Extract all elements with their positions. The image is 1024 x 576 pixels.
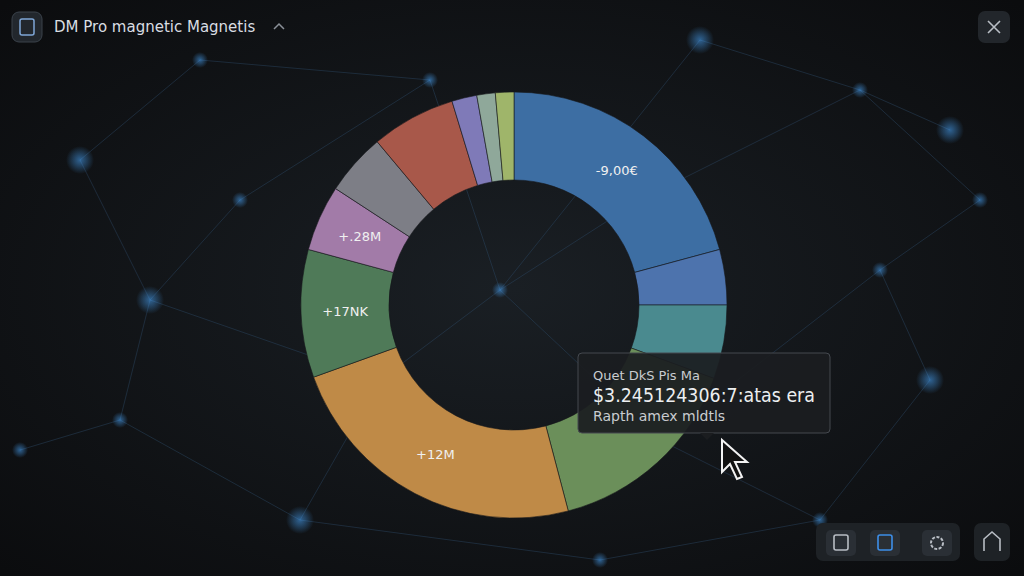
close-button[interactable] — [978, 11, 1010, 43]
network-node — [972, 192, 988, 208]
tooltip-line: Quet DkS Pis Ma — [593, 368, 700, 383]
network-node — [916, 366, 944, 394]
slice-annotation: -9,00€ — [596, 163, 638, 178]
network-line — [600, 520, 820, 560]
network-line — [150, 200, 240, 300]
network-line — [660, 440, 820, 520]
page: DM Pro magnetic Magnetis -9,00€ +12M +17NK +… — [0, 0, 1024, 576]
network-node — [592, 552, 608, 568]
network-line — [880, 270, 930, 380]
home-button[interactable] — [974, 523, 1010, 561]
network-line — [20, 420, 120, 450]
network-line — [120, 420, 300, 520]
toolbar-icon — [931, 537, 943, 549]
network-node — [12, 442, 28, 458]
close-icon — [988, 21, 1000, 33]
tooltip-line: Rapth amex mldtls — [593, 408, 725, 424]
window-chrome: DM Pro magnetic Magnetis — [12, 11, 1010, 43]
network — [12, 26, 988, 568]
network-line — [200, 60, 430, 80]
toolbar-button[interactable] — [870, 530, 900, 556]
network-node — [492, 282, 508, 298]
network-node — [936, 116, 964, 144]
network-line — [880, 200, 980, 270]
network-node — [192, 52, 208, 68]
slice-annotation: +17NK — [322, 304, 368, 319]
donut-chart: -9,00€ +12M +17NK +.28M — [301, 92, 727, 518]
tooltip-line: $3.245124306:7:atas era — [593, 384, 815, 406]
tooltip-box — [578, 353, 830, 433]
network-line — [300, 520, 600, 560]
toolbar-button[interactable] — [826, 530, 856, 556]
network-node — [112, 412, 128, 428]
network-node — [872, 262, 888, 278]
network-line — [120, 300, 150, 420]
network-node — [422, 72, 438, 88]
network-node — [686, 26, 714, 54]
collapse-chevron[interactable] — [274, 24, 284, 29]
network-line — [80, 60, 200, 160]
network-line — [860, 90, 980, 200]
home-icon — [984, 532, 1000, 551]
donut-slice[interactable] — [635, 249, 727, 305]
donut-slice[interactable] — [514, 92, 720, 272]
slice-annotation: +.28M — [338, 228, 381, 243]
network-line — [820, 380, 930, 520]
toolbar-bg — [816, 523, 960, 561]
mouse-cursor — [722, 440, 747, 479]
network-node — [232, 192, 248, 208]
toolbar-icon — [878, 535, 892, 550]
network-node — [136, 286, 164, 314]
network-node — [286, 506, 314, 534]
network-line — [700, 40, 860, 90]
donut-slice[interactable] — [314, 347, 569, 518]
toolbar-icon — [834, 535, 848, 550]
toolbar — [816, 523, 1010, 561]
donut-slice[interactable] — [495, 92, 514, 180]
app-icon[interactable] — [12, 12, 42, 42]
tooltip: Quet DkS Pis Ma$3.245124306:7:atas era Ra… — [578, 353, 830, 440]
network-line — [860, 90, 950, 130]
app-icon-glyph — [20, 19, 34, 35]
tooltip-pointer — [700, 433, 714, 440]
toolbar-button[interactable] — [922, 530, 952, 556]
network-node — [66, 146, 94, 174]
network-node — [852, 82, 868, 98]
window-title: DM Pro magnetic Magnetis — [54, 18, 255, 36]
background — [0, 0, 1024, 576]
slice-annotation: +12M — [416, 447, 455, 462]
network-line — [80, 160, 150, 300]
